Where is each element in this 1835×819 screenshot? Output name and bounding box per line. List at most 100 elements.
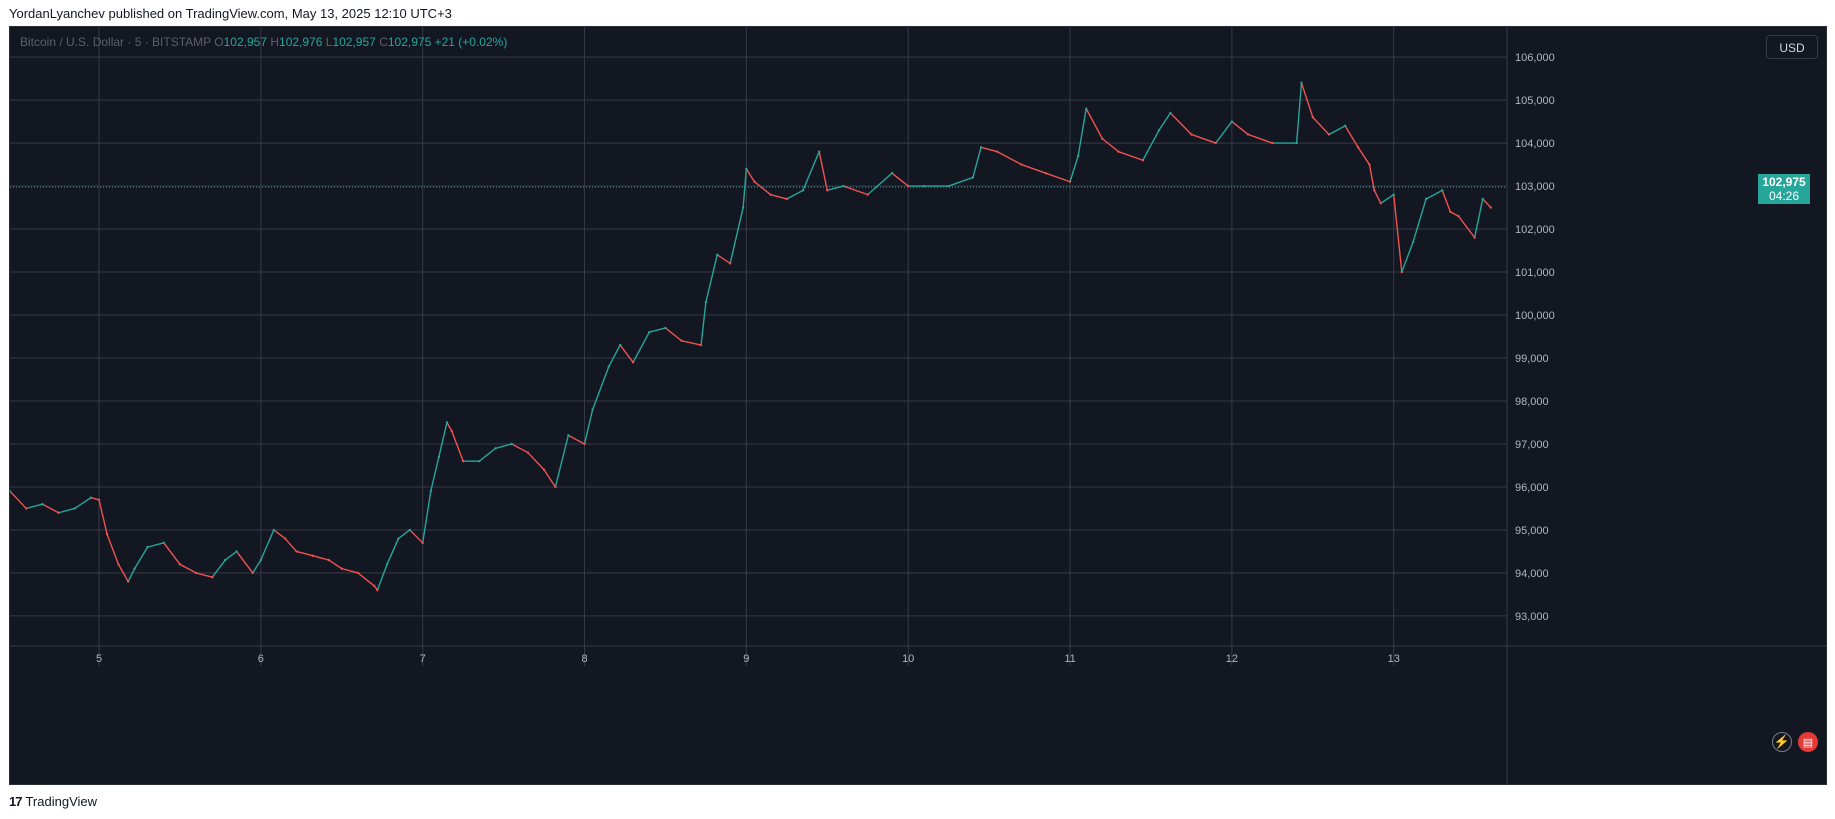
price-point <box>327 558 331 562</box>
price-point <box>1424 197 1428 201</box>
open-value: 102,957 <box>223 35 268 49</box>
price-point <box>1489 206 1493 209</box>
price-point <box>826 189 829 192</box>
price-segment <box>446 422 453 432</box>
price-point <box>607 365 610 368</box>
price-point <box>1101 137 1104 140</box>
chart-corner-icons: ⚡ ▤ <box>1772 732 1818 752</box>
price-point <box>1020 163 1023 166</box>
price-segment <box>397 529 411 540</box>
price-chart-canvas[interactable]: 93,000 94,000 95,000 96,000 97,000 98,000 99,0… <box>10 27 1827 785</box>
y-tick-label: 103,000 <box>1515 181 1555 193</box>
x-tick-label: 8 <box>581 653 587 665</box>
price-segment <box>742 168 748 208</box>
price-segment <box>1473 198 1484 238</box>
price-segment <box>451 430 464 462</box>
price-point <box>437 455 441 459</box>
price-segment <box>195 572 213 578</box>
y-tick-label: 97,000 <box>1515 439 1549 451</box>
price-point <box>133 567 136 570</box>
price-point <box>105 533 109 536</box>
price-segment <box>1425 189 1443 200</box>
price-point <box>923 184 926 188</box>
price-segment <box>554 435 570 488</box>
price-point <box>385 563 389 566</box>
price-point <box>745 167 748 171</box>
price-segment <box>328 559 343 570</box>
high-value: 102,976 <box>279 35 323 49</box>
price-point <box>24 507 28 510</box>
price-segment <box>891 172 909 187</box>
price-point <box>1169 111 1172 115</box>
price-segment <box>568 434 585 445</box>
price-point <box>235 550 238 553</box>
price-point <box>57 511 60 514</box>
price-point <box>741 206 745 209</box>
price-segment <box>42 503 59 514</box>
price-point <box>542 468 546 471</box>
price-point <box>1356 146 1360 149</box>
high-label: H <box>270 35 280 49</box>
price-point <box>89 496 93 499</box>
price-point <box>376 588 379 592</box>
price-segment <box>1295 82 1303 144</box>
flash-icon[interactable]: ⚡ <box>1772 732 1792 752</box>
price-segment <box>147 542 164 548</box>
price-point <box>397 537 400 540</box>
price-point <box>866 193 869 196</box>
price-segment <box>430 456 440 492</box>
price-segment <box>786 189 804 200</box>
last-price-value: 102,975 <box>1762 175 1806 190</box>
us-flag-icon[interactable]: ▤ <box>1798 732 1818 752</box>
price-segment <box>74 497 92 510</box>
price-segment <box>260 529 275 561</box>
price-segment <box>1412 198 1427 243</box>
price-segment <box>1247 133 1273 144</box>
price-point <box>1379 202 1382 205</box>
price-point <box>996 150 999 153</box>
price-point <box>251 571 254 575</box>
price-point <box>272 528 275 532</box>
price-segment <box>1045 172 1071 183</box>
price-point <box>340 567 343 570</box>
price-segment <box>1158 112 1171 131</box>
price-point <box>567 434 570 437</box>
price-segment <box>273 529 286 540</box>
price-segment <box>802 151 820 191</box>
price-point <box>890 171 894 175</box>
price-segment <box>1380 194 1395 204</box>
price-point <box>178 563 182 566</box>
price-point <box>704 300 708 304</box>
price-segment <box>1085 108 1104 140</box>
chart-panel[interactable]: 93,000 94,000 95,000 96,000 97,000 98,000 99,0… <box>9 26 1827 785</box>
price-segment <box>90 497 100 501</box>
price-point <box>664 326 667 330</box>
price-segment <box>134 546 149 569</box>
price-point <box>224 558 227 562</box>
price-point <box>1373 189 1376 192</box>
price-segment <box>705 254 718 303</box>
price-point <box>408 528 411 532</box>
x-tick-label: 6 <box>258 653 264 665</box>
price-segment <box>948 176 974 187</box>
price-point <box>372 584 376 588</box>
y-tick-label: 101,000 <box>1515 267 1555 279</box>
price-point <box>554 485 557 489</box>
price-segment <box>211 559 226 578</box>
price-point <box>785 197 789 201</box>
price-point <box>979 146 983 149</box>
price-segment <box>754 181 772 196</box>
price-segment <box>1482 198 1492 209</box>
price-point <box>162 541 165 545</box>
currency-button[interactable]: USD <box>1766 35 1818 59</box>
x-tick-label: 10 <box>902 653 914 665</box>
price-point <box>1157 128 1161 132</box>
bar-countdown: 04:26 <box>1768 189 1800 204</box>
price-point <box>211 576 214 579</box>
price-segment <box>478 447 496 462</box>
y-tick-label: 93,000 <box>1515 611 1549 623</box>
price-point <box>1441 189 1444 192</box>
low-label: L <box>325 35 333 49</box>
price-segment <box>681 340 702 346</box>
price-segment <box>1393 194 1403 273</box>
